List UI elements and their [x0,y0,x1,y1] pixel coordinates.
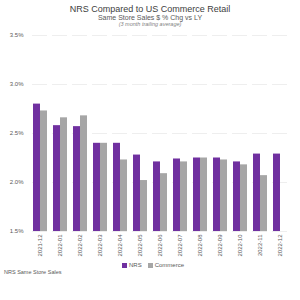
svg-text:2022-08: 2022-08 [197,234,203,257]
svg-text:3.5%: 3.5% [10,32,24,38]
svg-text:2022-09: 2022-09 [217,234,223,257]
svg-text:2022-03: 2022-03 [97,234,103,257]
html-text:NRS Same Store Sales: NRS Same Store Sales [4,269,62,275]
svg-text:2022-02: 2022-02 [77,234,83,257]
svg-text:1.5%: 1.5% [10,228,24,234]
svg-text:2022-01: 2022-01 [57,234,63,257]
svg-text:2022-07: 2022-07 [177,234,183,257]
svg-text:2022-06: 2022-06 [157,234,163,257]
svg-text:2.0%: 2.0% [10,179,24,185]
html-text:NRS Compared to US Commerce Re: NRS Compared to US Commerce Retail [69,4,231,14]
svg-text:2022-12: 2022-12 [277,234,283,257]
svg-text:2022-05: 2022-05 [137,234,143,257]
html-text:Same Store Sales $ % Chg vs LY: Same Store Sales $ % Chg vs LY [97,14,203,21]
svg-text:2.5%: 2.5% [10,130,24,136]
html-text:NRS: NRS [129,262,142,268]
html-text:Commerce: Commerce [154,262,184,268]
svg-text:2022-04: 2022-04 [117,234,123,257]
svg-text:2021-12: 2021-12 [37,234,43,257]
svg-text:2022-10: 2022-10 [237,234,243,257]
svg-text:2022-11: 2022-11 [257,234,263,256]
html-text:(3 month trailing average): (3 month trailing average) [118,21,182,27]
svg-text:3.0%: 3.0% [10,81,24,87]
